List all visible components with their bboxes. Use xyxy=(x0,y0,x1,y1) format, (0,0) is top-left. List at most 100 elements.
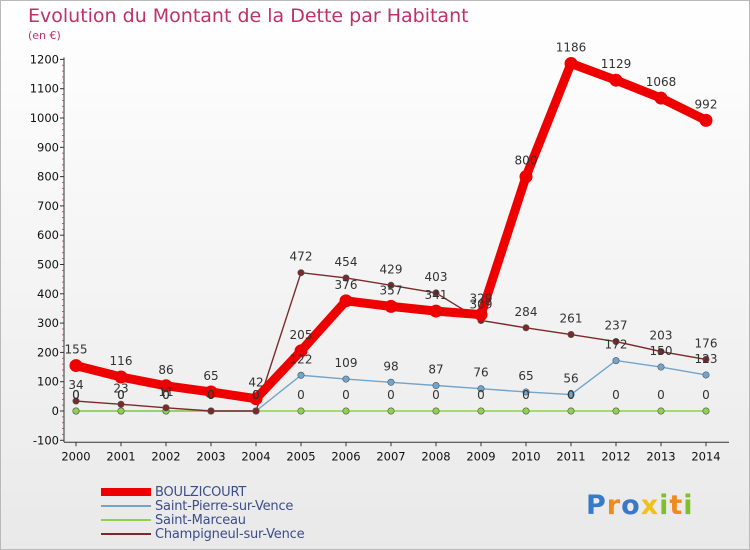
data-point xyxy=(657,363,665,371)
data-label: 56 xyxy=(563,372,578,386)
data-point xyxy=(519,170,533,184)
data-point xyxy=(567,391,575,399)
data-point xyxy=(657,348,665,356)
data-label: 0 xyxy=(342,388,350,402)
data-point xyxy=(72,407,80,415)
data-label: 0 xyxy=(297,388,305,402)
data-point xyxy=(612,338,620,346)
x-tick-label: 2000 xyxy=(61,449,90,463)
data-label: 98 xyxy=(383,359,398,373)
data-label: 0 xyxy=(117,388,125,402)
data-label: 0 xyxy=(252,388,260,402)
data-label: 1068 xyxy=(646,75,677,89)
legend-swatch xyxy=(101,533,151,535)
data-label: 23 xyxy=(113,381,128,395)
data-point xyxy=(69,359,83,373)
data-label: 205 xyxy=(290,328,313,342)
data-point xyxy=(567,407,575,415)
data-point xyxy=(699,113,713,127)
data-point xyxy=(522,388,530,396)
data-label: 261 xyxy=(560,312,583,326)
data-label: 0 xyxy=(207,388,215,402)
x-tick-label: 2007 xyxy=(376,449,405,463)
x-tick-label: 2003 xyxy=(196,449,225,463)
data-label: 116 xyxy=(110,354,133,368)
data-point xyxy=(117,400,125,408)
logo-letter: i xyxy=(659,490,670,521)
data-label: 155 xyxy=(65,343,88,357)
data-point xyxy=(387,281,395,289)
y-tick-label: 200 xyxy=(37,345,59,359)
y-tick-label: 400 xyxy=(37,287,59,301)
data-label: 65 xyxy=(518,369,533,383)
data-point xyxy=(477,407,485,415)
data-label: 800 xyxy=(515,154,538,168)
legend-label: Champigneul-sur-Vence xyxy=(155,526,305,542)
data-label: 0 xyxy=(162,388,170,402)
logo-letter: P xyxy=(586,490,607,521)
logo-letter: r xyxy=(606,490,622,521)
chart-title: Evolution du Montant de la Dette par Hab… xyxy=(28,5,469,27)
data-point xyxy=(342,375,350,383)
data-point xyxy=(609,73,623,87)
x-tick-label: 2002 xyxy=(151,449,180,463)
x-tick-label: 2010 xyxy=(511,449,540,463)
data-label: 237 xyxy=(605,319,628,333)
data-label: 0 xyxy=(72,388,80,402)
legend-item: Saint-Marceau xyxy=(101,513,304,528)
x-tick-label: 2013 xyxy=(646,449,675,463)
legend-item: Saint-Pierre-sur-Vence xyxy=(101,499,304,514)
x-tick-label: 2012 xyxy=(601,449,630,463)
data-point xyxy=(657,407,665,415)
logo-letter: x xyxy=(640,490,660,521)
data-point xyxy=(339,294,353,308)
data-point xyxy=(564,57,578,71)
data-label: 42 xyxy=(248,376,263,390)
data-label: 329 xyxy=(470,292,493,306)
y-tick-label: 1000 xyxy=(30,111,59,125)
data-label: 1129 xyxy=(601,57,632,71)
data-point xyxy=(297,371,305,379)
data-label: 0 xyxy=(567,388,575,402)
y-tick-label: -100 xyxy=(33,433,59,447)
x-tick-label: 2009 xyxy=(466,449,495,463)
data-point xyxy=(612,357,620,365)
data-label: 87 xyxy=(428,363,443,377)
data-point xyxy=(522,324,530,332)
data-label: 992 xyxy=(695,97,718,111)
logo-letter: i xyxy=(683,490,694,521)
data-label: 0 xyxy=(702,388,710,402)
data-point xyxy=(474,308,488,322)
data-label: 0 xyxy=(207,388,215,402)
y-tick-label: 100 xyxy=(37,375,59,389)
legend-swatch xyxy=(101,519,151,521)
proxiti-logo: Proxiti xyxy=(586,490,694,521)
logo-letter: t xyxy=(669,490,684,521)
y-tick-label: 800 xyxy=(37,170,59,184)
data-label: 472 xyxy=(290,250,313,264)
legend-swatch xyxy=(101,505,151,507)
legend: BOULZICOURT Saint-Pierre-sur-Vence Saint-M… xyxy=(101,484,305,542)
data-label: 0 xyxy=(477,388,485,402)
data-label: 357 xyxy=(380,283,403,297)
data-point xyxy=(297,407,305,415)
y-tick-label: 900 xyxy=(37,140,59,154)
data-label: 0 xyxy=(387,388,395,402)
data-label: 309 xyxy=(470,297,493,311)
data-label: 0 xyxy=(117,388,125,402)
data-point xyxy=(297,269,305,277)
data-label: 122 xyxy=(290,352,313,366)
data-point xyxy=(294,344,308,358)
legend-swatch xyxy=(101,488,151,496)
data-label: 0 xyxy=(72,388,80,402)
data-point xyxy=(612,407,620,415)
data-label: 0 xyxy=(522,388,530,402)
data-label: 11 xyxy=(158,385,173,399)
data-point xyxy=(342,274,350,282)
x-tick-label: 2004 xyxy=(241,449,270,463)
y-tick-label: 700 xyxy=(37,199,59,213)
legend-label: BOULZICOURT xyxy=(155,484,247,500)
data-point xyxy=(207,407,215,415)
